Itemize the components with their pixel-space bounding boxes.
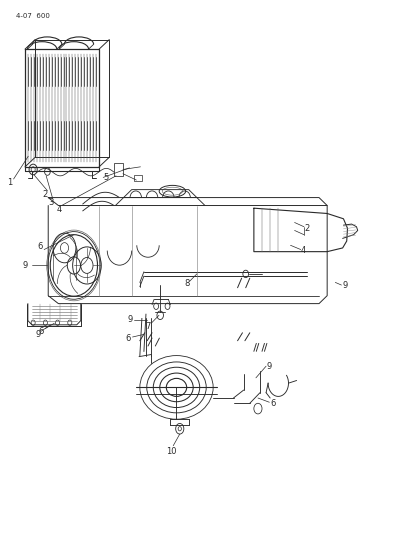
- Text: 9: 9: [22, 261, 28, 270]
- Text: 6: 6: [126, 334, 131, 343]
- Text: 9: 9: [35, 330, 40, 339]
- Text: 7: 7: [145, 322, 151, 331]
- Text: 2: 2: [303, 224, 309, 233]
- Text: 4: 4: [300, 246, 306, 255]
- Text: 4-07  600: 4-07 600: [16, 13, 49, 19]
- Text: 5: 5: [103, 173, 109, 182]
- Text: 2: 2: [43, 190, 48, 199]
- Text: 6: 6: [270, 399, 275, 408]
- Text: 9: 9: [341, 280, 346, 289]
- Text: 9: 9: [266, 362, 271, 370]
- Text: 10: 10: [166, 447, 176, 456]
- Text: 9: 9: [127, 315, 132, 324]
- Text: 6: 6: [38, 327, 44, 336]
- Bar: [114, 163, 123, 176]
- Text: 1: 1: [7, 178, 12, 187]
- Text: 8: 8: [184, 279, 189, 288]
- Text: 3: 3: [48, 198, 53, 207]
- Bar: [134, 175, 142, 181]
- Text: 4: 4: [57, 205, 62, 214]
- Text: 6: 6: [37, 242, 43, 251]
